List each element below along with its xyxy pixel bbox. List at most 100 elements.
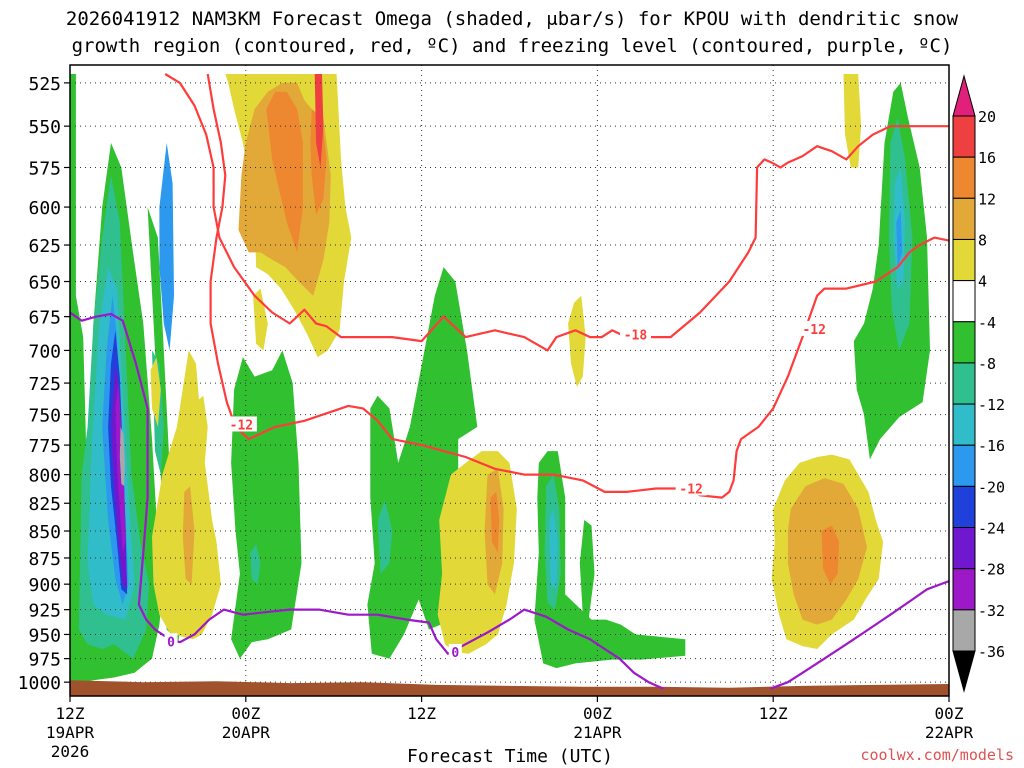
y-tick-label: 775	[28, 436, 61, 457]
colorbar-band-2	[952, 197, 976, 240]
colorbar-label: -36	[978, 643, 1005, 661]
colorbar-band-5	[952, 321, 976, 364]
colorbar-label: -24	[978, 520, 1005, 538]
y-tick-label: 950	[28, 625, 61, 646]
omega-region-3	[534, 451, 686, 669]
y-tick-label: 825	[28, 494, 61, 515]
colorbar-label: -12	[978, 396, 1005, 414]
omega-region-37	[490, 491, 500, 553]
y-tick-label: 875	[28, 549, 61, 570]
contour-label-bg	[675, 480, 707, 496]
colorbar-label: -8	[978, 355, 996, 373]
zero-isotherm-a	[70, 311, 664, 690]
contour-label-3: -12	[679, 482, 702, 497]
omega-region-32	[182, 486, 195, 585]
colorbar-band-9	[952, 485, 976, 529]
contour-layer	[70, 73, 949, 690]
y-tick-label: 975	[28, 650, 61, 671]
contour-label-2: -12	[230, 418, 253, 433]
x-tick-label: 00Z	[935, 704, 964, 723]
colorbar-label: 20	[978, 108, 996, 126]
y-tick-label: 800	[28, 466, 61, 487]
grid-layer	[70, 65, 949, 696]
colorbar-band-7	[952, 403, 976, 446]
omega-region-13	[549, 508, 558, 590]
y-tick-label: 850	[28, 522, 61, 543]
omega-region-30	[843, 74, 862, 168]
omega-region-25	[253, 288, 268, 351]
y-tick-label: 625	[28, 236, 61, 257]
omega-region-4	[579, 520, 595, 620]
omega-region-16	[159, 142, 174, 351]
x-tick-label: 00Z	[231, 704, 260, 723]
minus-18-contour	[164, 73, 949, 352]
plot-frame	[69, 64, 950, 697]
x-axis-label: Forecast Time (UTC)	[407, 746, 613, 767]
colorbar-band-11	[952, 568, 976, 611]
y-tick-label: 675	[28, 308, 61, 329]
x-tick-label: 19APR	[46, 723, 95, 742]
contour-label-bg	[225, 416, 257, 432]
y-tick-label: 700	[28, 341, 61, 362]
contour-label-0: 0	[167, 635, 175, 650]
contour-label-bg	[164, 633, 178, 649]
omega-region-23	[150, 357, 161, 427]
colorbar-band-3	[952, 238, 976, 282]
omega-region-21	[119, 426, 125, 487]
credit-text: coolwx.com/models	[860, 746, 1014, 764]
y-tick-label: 600	[28, 198, 61, 219]
y-tick-label: 1000	[18, 673, 61, 694]
colorbar-band-6	[952, 362, 976, 405]
y-tick-label: 725	[28, 374, 61, 395]
x-tick-label: 20APR	[222, 723, 271, 742]
colorbar-label: -28	[978, 561, 1005, 579]
colorbar-label: 16	[978, 149, 996, 167]
chart-title-line-2: growth region (contoured, red, ºC) and f…	[72, 35, 953, 57]
colorbar-label: 8	[978, 231, 987, 249]
y-tick-label: 650	[28, 273, 61, 294]
x-tick-label: 12Z	[407, 704, 436, 723]
y-tick-label: 750	[28, 406, 61, 427]
y-tick-label: 575	[28, 158, 61, 179]
omega-shading-layer	[70, 74, 930, 685]
y-tick-label: 525	[28, 74, 61, 95]
x-tick-label: 22APR	[925, 723, 974, 742]
omega-region-8	[250, 544, 261, 585]
contour-label-5: -18	[624, 328, 648, 343]
colorbar-band-10	[952, 527, 976, 570]
colorbar-label: 12	[978, 190, 996, 208]
colorbar: 20 16 12 8 4 -4 -8 -12 -16 -20 -24 -28 -32 -36	[952, 74, 1005, 693]
omega-region-9	[377, 499, 393, 574]
colorbar-band-4	[952, 280, 976, 323]
colorbar-label: -32	[978, 602, 1005, 620]
contour-label-bg	[798, 320, 830, 336]
colorbar-band-0	[952, 115, 976, 158]
omega-region-38	[821, 525, 840, 585]
terrain	[70, 680, 949, 696]
omega-region-28	[568, 295, 586, 387]
contour-label-1: 0	[451, 646, 459, 661]
terrain-layer	[70, 680, 949, 696]
minus-12-contour-a	[206, 73, 949, 499]
colorbar-label: 4	[978, 273, 987, 291]
contour-label-4: -12	[802, 323, 825, 338]
colorbar-band-12	[952, 609, 976, 652]
omega-region-26	[196, 395, 208, 463]
x-tick-label: 2026	[51, 742, 90, 761]
omega-region-17	[896, 210, 903, 268]
colorbar-top-arrow	[952, 74, 976, 117]
chart-title-line-1: 2026041912 NAM3KM Forecast Omega (shaded…	[66, 8, 959, 30]
y-axis: 525 550 575 600 625 650 675 700 725 750 775 800 825 8…	[18, 74, 70, 694]
x-tick-label: 12Z	[759, 704, 788, 723]
colorbar-band-1	[952, 156, 976, 199]
contour-label-bg	[619, 326, 651, 342]
colorbar-label: -16	[978, 437, 1005, 455]
colorbar-band-8	[952, 444, 976, 487]
y-tick-label: 550	[28, 117, 61, 138]
x-tick-label: 21APR	[573, 723, 622, 742]
contour-label-bg	[448, 643, 462, 659]
y-tick-label: 925	[28, 601, 61, 622]
y-tick-label: 900	[28, 575, 61, 596]
